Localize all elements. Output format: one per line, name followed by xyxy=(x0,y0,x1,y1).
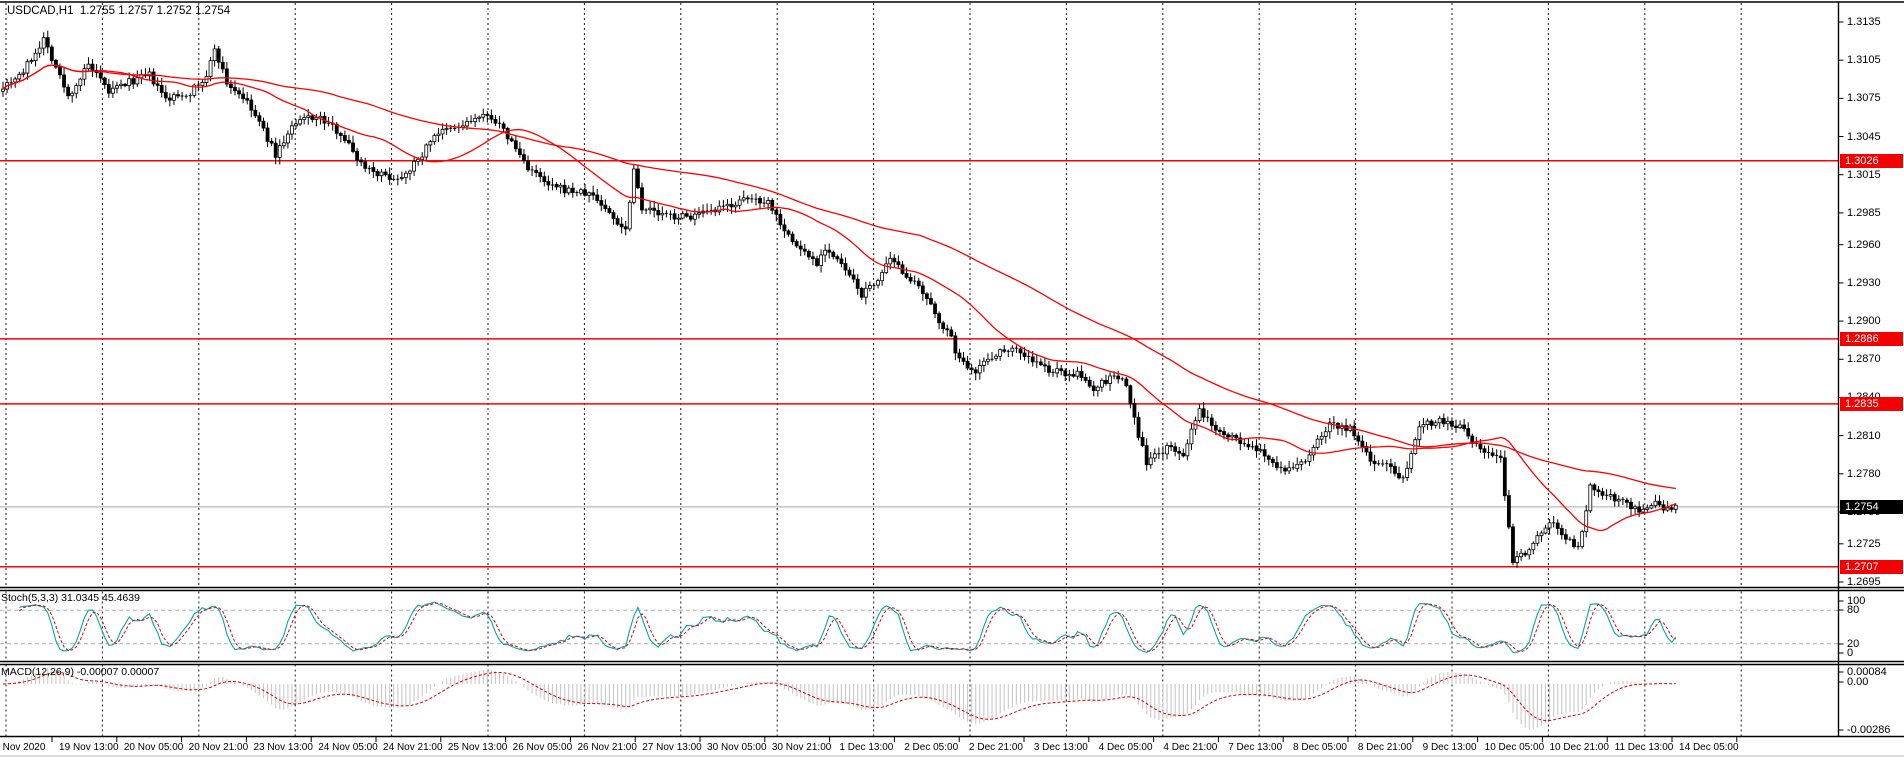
time-axis-label[interactable]: 8 Dec 05:00 xyxy=(1293,742,1347,753)
price-axis-tick[interactable]: 1.3135 xyxy=(1847,16,1881,28)
price-axis-tick[interactable]: 1.2985 xyxy=(1847,206,1881,219)
time-axis-label[interactable]: 4 Dec 05:00 xyxy=(1098,742,1153,753)
macd-axis-tick[interactable]: 0.00084 xyxy=(1847,666,1887,678)
price-axis-tick[interactable]: 1.3075 xyxy=(1847,92,1881,105)
time-axis-label[interactable]: 24 Nov 21:00 xyxy=(383,742,443,753)
sr-price-tag: 1.2707 xyxy=(1840,559,1903,574)
sr-price-tag: 1.3026 xyxy=(1840,153,1903,168)
stochastic-label: Stoch(5,3,3) 31.0345 45.4639 xyxy=(1,592,140,604)
time-axis-label[interactable]: 10 Dec 21:00 xyxy=(1549,742,1609,753)
time-axis-label[interactable]: 11 Dec 13:00 xyxy=(1614,742,1674,753)
time-axis-label[interactable]: 27 Nov 13:00 xyxy=(642,742,702,753)
macd-axis-tick[interactable]: -0.00286 xyxy=(1847,724,1891,736)
time-axis-label[interactable]: 30 Nov 05:00 xyxy=(707,742,767,753)
time-axis-label[interactable]: 20 Nov 05:00 xyxy=(123,742,184,753)
price-axis-tick[interactable]: 1.2930 xyxy=(1847,276,1881,289)
stoch-axis-tick[interactable]: 100 xyxy=(1847,595,1866,607)
stoch-axis-tick[interactable]: 80 xyxy=(1847,604,1860,616)
price-axis-tick[interactable]: 1.2725 xyxy=(1847,537,1881,550)
time-axis-label[interactable]: Nov 2020 xyxy=(2,742,46,753)
time-axis-label[interactable]: 1 Dec 13:00 xyxy=(839,742,894,753)
time-axis-label[interactable]: 30 Nov 21:00 xyxy=(771,742,832,753)
time-axis-label[interactable]: 7 Dec 13:00 xyxy=(1228,742,1283,753)
time-axis-label[interactable]: 26 Nov 05:00 xyxy=(512,742,573,753)
price-axis-tick[interactable]: 1.2695 xyxy=(1847,576,1881,588)
ohlc-values: 1.2755 1.2757 1.2752 1.2754 xyxy=(79,5,231,17)
macd-label: MACD(12,26,9) -0.00007 0.00007 xyxy=(1,666,160,678)
time-axis-label[interactable]: 25 Nov 13:00 xyxy=(447,742,508,753)
time-axis-label[interactable]: 2 Dec 05:00 xyxy=(904,742,959,753)
current-price-tag: 1.2754 xyxy=(1840,499,1903,514)
time-axis-label[interactable]: 26 Nov 21:00 xyxy=(577,742,637,753)
time-axis-label[interactable]: 20 Nov 21:00 xyxy=(188,742,249,753)
macd-values: -0.00007 0.00007 xyxy=(76,666,160,678)
price-axis-tick[interactable]: 1.2810 xyxy=(1847,429,1881,442)
time-axis-label[interactable]: 8 Dec 21:00 xyxy=(1357,742,1412,753)
macd-axis-tick[interactable]: 0.00 xyxy=(1847,676,1869,688)
price-axis-tick[interactable]: 1.2870 xyxy=(1847,353,1881,366)
sr-price-tag: 1.2835 xyxy=(1840,396,1903,411)
price-axis-tick[interactable]: 1.2960 xyxy=(1847,238,1881,251)
time-axis-label[interactable]: 14 Dec 05:00 xyxy=(1679,742,1739,753)
stoch-axis-tick[interactable]: 0 xyxy=(1847,647,1854,659)
time-axis-label[interactable]: 4 Dec 21:00 xyxy=(1163,742,1218,753)
stoch-axis-tick[interactable]: 20 xyxy=(1847,638,1860,650)
time-axis-label[interactable]: 23 Nov 13:00 xyxy=(253,742,313,753)
stochastic-values: 31.0345 45.4639 xyxy=(61,592,140,604)
price-axis-tick[interactable]: 1.3105 xyxy=(1847,54,1881,67)
time-axis-label[interactable]: 24 Nov 05:00 xyxy=(318,742,378,753)
time-axis-label[interactable]: 19 Nov 13:00 xyxy=(59,742,119,753)
sr-price-tag: 1.2886 xyxy=(1840,331,1903,346)
time-axis-label[interactable]: 3 Dec 13:00 xyxy=(1033,742,1088,753)
price-axis-tick[interactable]: 1.2780 xyxy=(1847,467,1881,480)
price-axis-tick[interactable]: 1.3045 xyxy=(1847,130,1881,143)
symbol-label: USDCAD,H1 xyxy=(7,5,74,17)
price-axis-tick[interactable]: 1.2900 xyxy=(1847,315,1881,328)
symbol-ohlc-header: USDCAD,H1 1.2755 1.2757 1.2752 1.2754 xyxy=(7,5,230,17)
time-axis-label[interactable]: 2 Dec 21:00 xyxy=(969,742,1023,753)
price-axis-tick[interactable]: 1.3015 xyxy=(1847,168,1881,181)
time-axis-label[interactable]: 10 Dec 05:00 xyxy=(1484,742,1545,753)
time-axis-label[interactable]: 9 Dec 13:00 xyxy=(1422,742,1477,753)
